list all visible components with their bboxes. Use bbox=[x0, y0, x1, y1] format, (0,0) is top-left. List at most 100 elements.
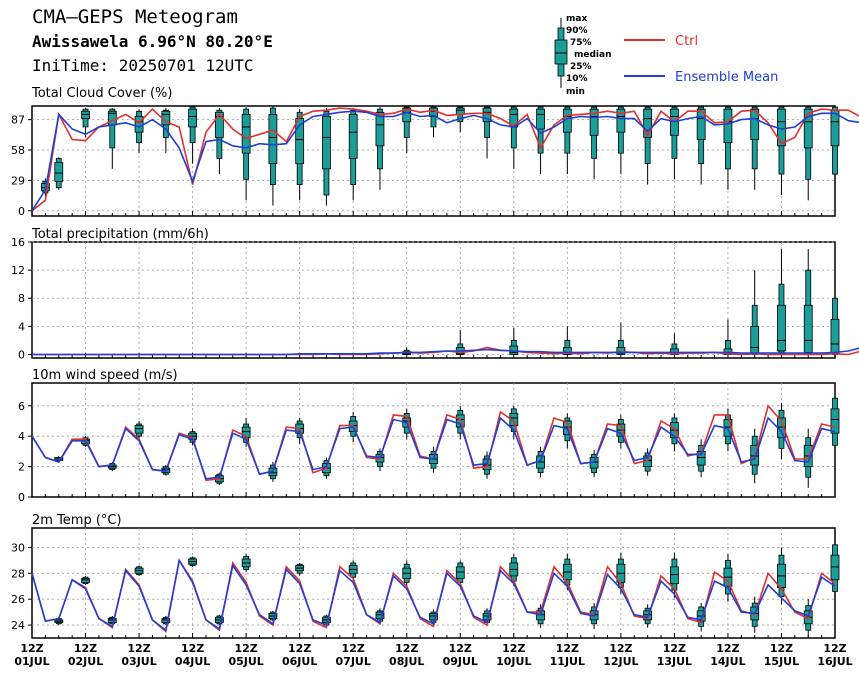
ensemble-box bbox=[402, 347, 412, 355]
ensemble-box bbox=[803, 249, 813, 355]
x-tick-label-time: 12Z bbox=[502, 642, 525, 655]
ensemble-box bbox=[295, 562, 305, 576]
ensemble-box bbox=[830, 284, 840, 355]
box-inner bbox=[803, 304, 813, 353]
ensemble-box bbox=[348, 108, 358, 201]
ensemble-box bbox=[562, 326, 572, 355]
y-tick-label: 0 bbox=[18, 205, 25, 218]
box-inner bbox=[455, 566, 465, 579]
x-tick-label-time: 12Z bbox=[395, 642, 418, 655]
x-tick-label-date: 02JUL bbox=[68, 655, 103, 668]
ensemble-box bbox=[830, 390, 840, 458]
ensemble-box bbox=[723, 553, 733, 602]
box-inner bbox=[188, 108, 198, 128]
ensemble-box bbox=[188, 556, 198, 567]
x-tick-label-time: 12Z bbox=[823, 642, 846, 655]
y-tick-label: 4 bbox=[18, 320, 25, 333]
x-tick-label-date: 13JUL bbox=[657, 655, 692, 668]
box-inner bbox=[375, 611, 385, 619]
legend-ctrl-label: Ctrl bbox=[675, 34, 698, 49]
panel-1: Total precipitation (mm/6h) 0 4 8 12 16 bbox=[11, 227, 859, 361]
box-inner bbox=[589, 108, 599, 136]
box-inner bbox=[616, 108, 626, 133]
y-tick-label: 6 bbox=[18, 400, 25, 413]
legend: max 90% 75% median 25% 10% min Ctrl Ensemble Mea… bbox=[554, 14, 778, 97]
ensemble-box bbox=[562, 553, 572, 591]
ensemble-box bbox=[536, 106, 545, 175]
ensemble-box bbox=[696, 106, 706, 185]
legend-box-label: 25% bbox=[570, 62, 592, 72]
x-tick-label-time: 12Z bbox=[234, 642, 257, 655]
box-inner bbox=[81, 110, 90, 119]
box-inner bbox=[830, 318, 840, 354]
ensemble-box bbox=[161, 108, 171, 154]
y-tick-label: 0 bbox=[18, 348, 25, 361]
ensemble-box bbox=[134, 565, 144, 576]
ensemble-box bbox=[268, 106, 278, 206]
ensemble-box bbox=[670, 413, 679, 452]
ensemble-box bbox=[830, 534, 840, 605]
y-tick-label: 87 bbox=[11, 114, 25, 127]
ensemble-box bbox=[616, 552, 626, 594]
legend-box-label: 10% bbox=[566, 74, 588, 84]
box-inner bbox=[107, 618, 117, 623]
box-inner bbox=[562, 347, 572, 355]
ctrl-line bbox=[31, 107, 859, 212]
x-tick-label-date: 15JUL bbox=[764, 655, 799, 668]
ensemble-box bbox=[777, 249, 786, 355]
ensemble-box bbox=[188, 106, 198, 164]
box-inner bbox=[322, 116, 331, 170]
ensemble-box bbox=[81, 108, 90, 138]
y-tick-label: 24 bbox=[11, 619, 25, 632]
legend-mean-label: Ensemble Mean bbox=[675, 70, 778, 85]
ensemble-box bbox=[643, 106, 653, 185]
panel-title: Total Cloud Cover (%) bbox=[31, 86, 172, 101]
box-outer bbox=[484, 106, 490, 138]
x-tick-label-date: 16JUL bbox=[817, 655, 852, 668]
box-inner bbox=[429, 613, 438, 621]
box-inner bbox=[830, 408, 840, 434]
ensemble-box bbox=[723, 319, 733, 355]
ensemble-mean-line bbox=[31, 110, 859, 212]
ctrl-line bbox=[32, 346, 859, 356]
ensemble-box bbox=[241, 107, 251, 201]
box-inner bbox=[295, 118, 305, 165]
y-tick-label: 12 bbox=[11, 264, 25, 277]
x-tick-label-date: 05JUL bbox=[228, 655, 263, 668]
ensemble-box bbox=[402, 560, 412, 587]
x-tick-label-date: 12JUL bbox=[603, 655, 638, 668]
box-outer bbox=[109, 108, 116, 149]
ensemble-box bbox=[777, 547, 786, 605]
x-tick-label-date: 09JUL bbox=[443, 655, 478, 668]
x-tick-label-date: 11JUL bbox=[550, 655, 585, 668]
ensemble-box bbox=[134, 109, 144, 154]
x-tick-label-time: 12Z bbox=[342, 642, 365, 655]
x-tick-label-date: 10JUL bbox=[496, 655, 531, 668]
x-axis-labels: 12Z01JUL12Z02JUL12Z03JUL12Z04JUL12Z05JUL… bbox=[14, 642, 852, 668]
panel-0: Total Cloud Cover (%) 0 29 58 87 bbox=[11, 86, 859, 218]
legend-box-label: 90% bbox=[566, 26, 588, 36]
initime-label: IniTime: 20250701 12UTC bbox=[32, 56, 254, 75]
box-inner bbox=[134, 425, 144, 434]
ensemble-box bbox=[670, 106, 679, 180]
ensemble-box bbox=[830, 106, 840, 196]
panel-title: Total precipitation (mm/6h) bbox=[31, 227, 209, 242]
ensemble-box bbox=[54, 617, 64, 626]
chart-title: CMA—GEPS Meteogram bbox=[32, 6, 238, 28]
x-tick-label-time: 12Z bbox=[663, 642, 686, 655]
x-tick-label-date: 03JUL bbox=[121, 655, 156, 668]
x-tick-label-time: 12Z bbox=[74, 642, 97, 655]
x-tick-label-time: 12Z bbox=[288, 642, 311, 655]
panel-2: 10m wind speed (m/s) 0 2 4 6 bbox=[18, 368, 840, 504]
box-inner bbox=[509, 412, 519, 426]
box-inner bbox=[161, 618, 171, 623]
box-inner bbox=[536, 108, 545, 130]
ensemble-box bbox=[777, 106, 786, 196]
box-inner bbox=[214, 111, 224, 138]
x-tick-label-date: 01JUL bbox=[14, 655, 49, 668]
y-tick-label: 30 bbox=[11, 541, 25, 554]
y-tick-label: 16 bbox=[11, 236, 25, 249]
ensemble-box bbox=[107, 108, 117, 169]
x-tick-label-time: 12Z bbox=[556, 642, 579, 655]
x-tick-label-time: 12Z bbox=[609, 642, 632, 655]
